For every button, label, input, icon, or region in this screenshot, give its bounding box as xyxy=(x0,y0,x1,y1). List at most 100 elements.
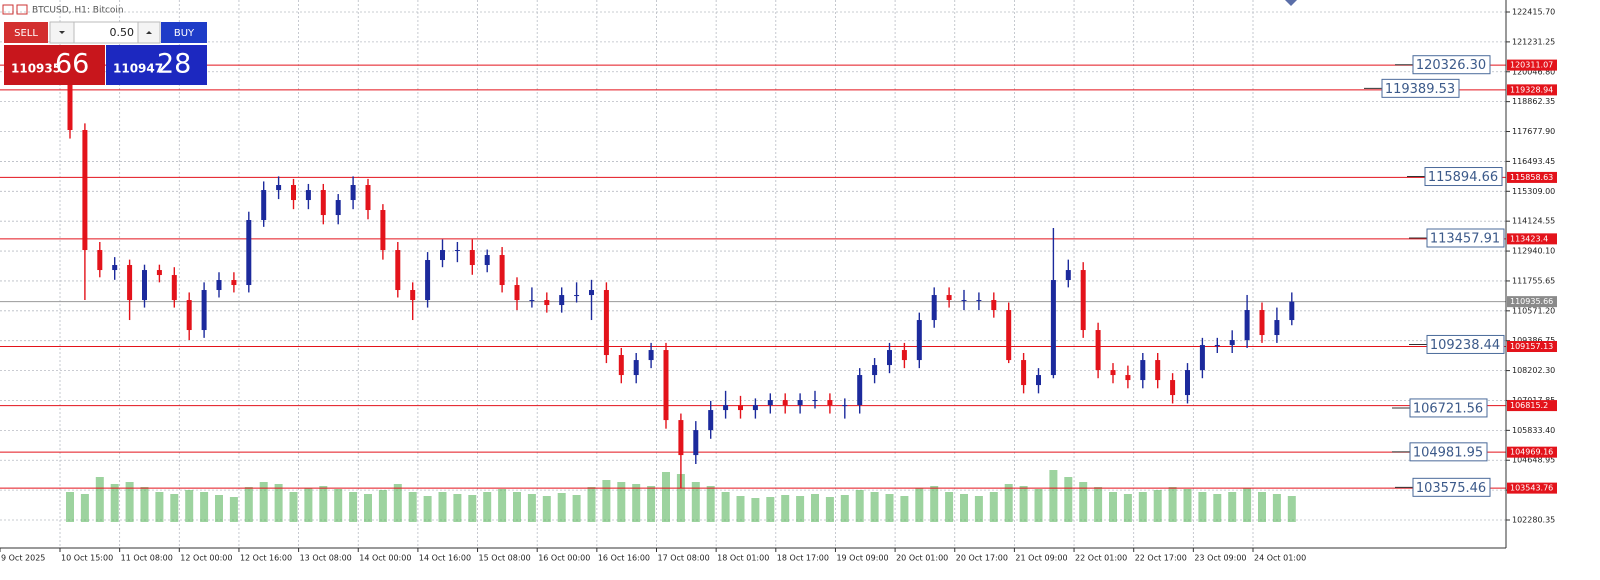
arrow xyxy=(59,31,65,34)
candle-body xyxy=(782,400,788,406)
candle-body xyxy=(842,405,848,407)
volume-bar xyxy=(125,482,134,522)
sell-label[interactable]: SELL xyxy=(14,28,38,39)
volume-bar xyxy=(602,480,611,522)
candle-body xyxy=(708,410,714,431)
candle-body xyxy=(320,190,326,216)
candle-body xyxy=(916,320,922,361)
x-tick-label: 19 Oct 09:00 xyxy=(836,554,888,563)
candle-body xyxy=(887,350,892,366)
annotation-label: 119389.53 xyxy=(1385,82,1455,97)
candle-body xyxy=(156,270,162,276)
x-tick-label: 11 Oct 08:00 xyxy=(121,554,173,563)
volume-bar xyxy=(960,494,968,522)
candle-body xyxy=(946,295,952,301)
x-tick-label: 9 Oct 2025 xyxy=(1,554,45,563)
volume-bar xyxy=(140,487,149,522)
x-tick-label: 22 Oct 01:00 xyxy=(1075,554,1127,563)
level-tag-label: 103543.76 xyxy=(1510,484,1553,493)
bid-box[interactable] xyxy=(4,45,105,85)
lot-value[interactable]: 0.50 xyxy=(110,26,135,39)
buy-label[interactable]: BUY xyxy=(174,28,195,39)
candle-body xyxy=(499,255,505,286)
ask-big[interactable]: 28 xyxy=(157,49,191,80)
volume-bar xyxy=(423,496,432,522)
ask-main[interactable]: 110947 xyxy=(113,62,163,76)
volume-bar xyxy=(1198,492,1207,522)
candle-body xyxy=(812,400,818,402)
annotation-label: 120326.30 xyxy=(1416,58,1486,73)
candle-body xyxy=(82,130,88,251)
candle-body xyxy=(1080,270,1086,331)
y-tick-label: 102280.35 xyxy=(1512,515,1555,524)
x-tick-label: 21 Oct 09:00 xyxy=(1015,554,1067,563)
volume-bar xyxy=(1094,487,1103,522)
candle-body xyxy=(1110,370,1116,376)
candle-body xyxy=(901,350,907,361)
volume-bar xyxy=(200,492,209,522)
volume-bar xyxy=(1138,492,1147,522)
x-tick-label: 16 Oct 16:00 xyxy=(598,554,650,563)
volume-bar xyxy=(1004,484,1013,522)
candle-body xyxy=(1274,320,1280,336)
x-tick-label: 12 Oct 16:00 xyxy=(240,554,292,563)
volume-bar xyxy=(587,487,596,522)
level-tag xyxy=(1507,171,1557,183)
annotation-box xyxy=(1426,334,1505,354)
annotation-box xyxy=(1412,55,1491,75)
candle-body xyxy=(276,185,282,191)
volume-bar xyxy=(1243,488,1252,522)
bid-main[interactable]: 110935 xyxy=(11,62,61,76)
volume-bar xyxy=(1034,489,1043,522)
volume-bar xyxy=(513,492,521,522)
candle-body xyxy=(633,360,639,376)
annotation-box xyxy=(1409,398,1488,418)
y-tick-label: 105833.40 xyxy=(1512,426,1555,435)
candle-body xyxy=(395,250,401,291)
volume-bar xyxy=(974,496,983,522)
level-tag-label: 106815.2 xyxy=(1510,401,1548,410)
volume-bar xyxy=(662,472,670,522)
level-tag xyxy=(1507,482,1557,494)
candle-body xyxy=(1065,270,1071,281)
x-tick-label: 12 Oct 00:00 xyxy=(180,554,232,563)
bid-big[interactable]: 66 xyxy=(55,49,89,80)
annotation-label: 106721.56 xyxy=(1413,401,1483,416)
candle-body xyxy=(678,420,684,456)
volume-bar xyxy=(751,498,760,522)
y-tick-label: 122415.70 xyxy=(1512,7,1555,16)
annotation-box xyxy=(1426,228,1505,248)
volume-bar xyxy=(349,492,358,522)
level-tag-label: 113423.4 xyxy=(1510,234,1548,243)
x-tick-label: 23 Oct 09:00 xyxy=(1194,554,1246,563)
y-tick-label: 121231.25 xyxy=(1512,37,1555,46)
buy-button[interactable] xyxy=(161,22,207,43)
volume-bar xyxy=(1228,492,1237,522)
candle-body xyxy=(1289,301,1295,321)
volume-bar xyxy=(274,484,283,522)
candle-body xyxy=(410,290,416,301)
volume-bar xyxy=(80,494,89,522)
volume-bar xyxy=(945,492,954,522)
candle-body xyxy=(142,270,147,301)
candle-body xyxy=(469,250,475,266)
volume-bar xyxy=(989,492,998,522)
level-tag-label: 104969.16 xyxy=(1510,448,1553,457)
volume-bar xyxy=(304,488,313,522)
candle-body xyxy=(752,405,758,411)
volume-bar xyxy=(1287,496,1296,522)
candle-body xyxy=(693,430,699,456)
candle-body xyxy=(603,290,609,356)
candle-body xyxy=(127,265,133,301)
ask-box[interactable] xyxy=(106,45,207,85)
y-tick-label: 109386.75 xyxy=(1512,336,1555,345)
volume-bar xyxy=(766,497,775,522)
candle-body xyxy=(1229,340,1235,346)
arrow xyxy=(146,31,152,34)
candle-body xyxy=(1021,360,1027,386)
candle-body xyxy=(1259,310,1265,336)
y-tick-label: 115309.00 xyxy=(1512,187,1555,196)
candle-body xyxy=(454,250,460,252)
sell-button[interactable] xyxy=(4,22,48,43)
